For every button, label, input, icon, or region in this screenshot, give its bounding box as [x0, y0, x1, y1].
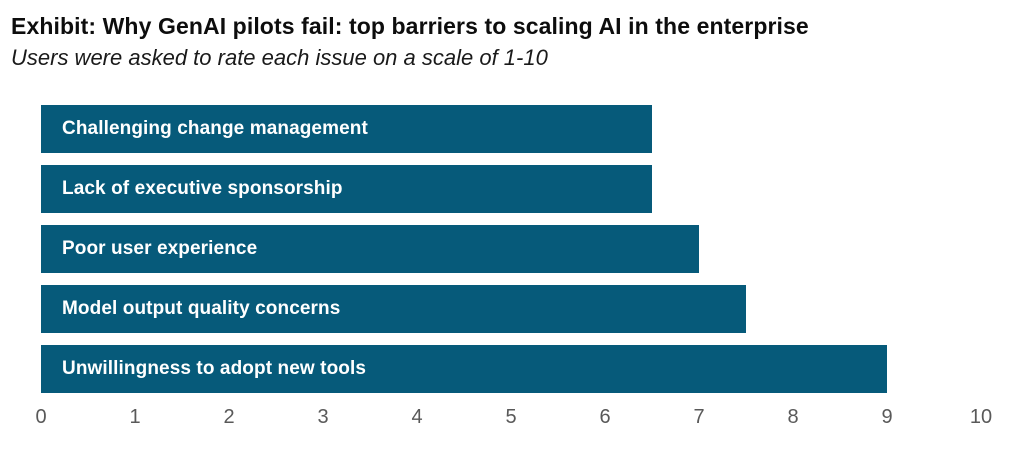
bar: Challenging change management	[41, 105, 652, 153]
bar-label: Model output quality concerns	[62, 298, 341, 319]
bar-label: Unwillingness to adopt new tools	[62, 358, 367, 379]
x-axis-tick-label: 7	[693, 406, 705, 428]
bar: Lack of executive sponsorship	[41, 165, 652, 213]
x-axis-tick-label: 6	[599, 406, 611, 428]
x-axis-tick-label: 1	[129, 406, 141, 428]
bar: Unwillingness to adopt new tools	[41, 345, 887, 393]
bar: Poor user experience	[41, 225, 699, 273]
x-axis-tick-label: 9	[881, 406, 893, 428]
bar-row: Challenging change management	[41, 105, 981, 153]
bar-label: Poor user experience	[62, 238, 258, 259]
x-axis-tick-label: 10	[969, 406, 993, 428]
chart-title: Exhibit: Why GenAI pilots fail: top barr…	[11, 13, 809, 39]
bar-label: Challenging change management	[62, 118, 368, 139]
bar: Model output quality concerns	[41, 285, 746, 333]
bars-area: Challenging change management Lack of exe…	[41, 105, 981, 393]
x-axis-tick-label: 4	[411, 406, 423, 428]
bar-row: Model output quality concerns	[41, 285, 981, 333]
x-axis-tick-label: 8	[787, 406, 799, 428]
chart-subtitle: Users were asked to rate each issue on a…	[11, 45, 548, 71]
bar-chart: Challenging change management Lack of exe…	[35, 105, 992, 432]
x-axis-tick-label: 0	[35, 406, 47, 428]
x-axis-tick-label: 2	[223, 406, 235, 428]
chart-header: Exhibit: Why GenAI pilots fail: top barr…	[0, 0, 1024, 71]
bar-row: Poor user experience	[41, 225, 981, 273]
bar-label: Lack of executive sponsorship	[62, 178, 343, 199]
x-axis: 0 1 2 3 4 5 6 7 8 9 10	[35, 406, 992, 432]
bar-row: Unwillingness to adopt new tools	[41, 345, 981, 393]
x-axis-tick-label: 3	[317, 406, 329, 428]
bar-row: Lack of executive sponsorship	[41, 165, 981, 213]
x-axis-tick-label: 5	[505, 406, 517, 428]
